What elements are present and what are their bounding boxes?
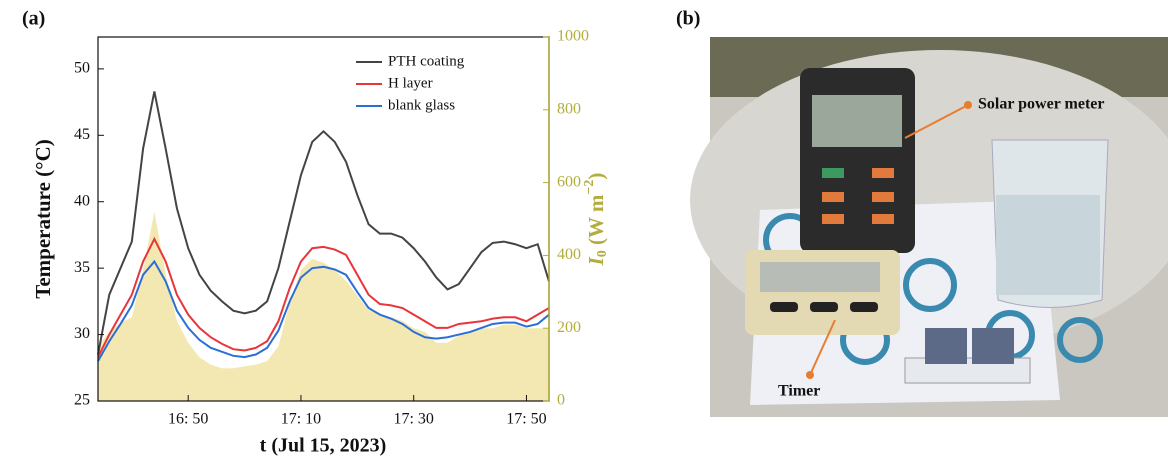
y-axis-label: Temperature (°C) — [31, 139, 55, 298]
y2-axis-label: I0 (W m−2) — [582, 173, 610, 267]
y2-tick-label: 600 — [557, 173, 581, 190]
y2-tick-label: 0 — [557, 392, 565, 409]
photo-meter-button — [822, 192, 844, 202]
photo-timer-button — [850, 302, 878, 312]
y2-label-end: ) — [584, 173, 608, 180]
photo-meter-button — [872, 168, 894, 178]
legend-label: blank glass — [388, 97, 455, 113]
y-tick-label: 30 — [74, 325, 90, 342]
photo-timer-screen — [760, 262, 880, 292]
photo-meter-button — [822, 214, 844, 224]
photo-timer-button — [770, 302, 798, 312]
y-tick-label: 40 — [74, 192, 90, 209]
x-tick-label: 17: 30 — [393, 411, 433, 428]
photo: Solar power meter Timer — [690, 37, 1168, 417]
legend-label: H layer — [388, 75, 433, 91]
x-axis-label: t (Jul 15, 2023) — [260, 435, 387, 457]
annotation-dot — [964, 101, 972, 109]
irradiance-area — [98, 212, 549, 401]
x-tick-label: 17: 50 — [506, 411, 546, 428]
y2-label-text: (W m — [584, 194, 608, 250]
photo-meter-screen — [812, 95, 902, 147]
y2-tick-label: 1000 — [557, 28, 589, 45]
y2-label-sup: −2 — [582, 180, 597, 195]
x-tick-label: 16: 50 — [168, 411, 208, 428]
panel-label: (a) — [22, 8, 45, 30]
photo-meter-button — [872, 192, 894, 202]
photo-timer-button — [810, 302, 838, 312]
y2-tick-label: 800 — [557, 100, 581, 117]
photo-meter-button — [822, 168, 844, 178]
photo-sample — [972, 328, 1014, 364]
y-tick-label: 45 — [74, 126, 90, 143]
y2-tick-label: 400 — [557, 246, 581, 263]
photo-annotation: Solar power meter — [978, 96, 1104, 113]
panel-label: (b) — [676, 8, 700, 30]
x-tick-label: 17: 10 — [281, 411, 321, 428]
photo-annotation: Timer — [778, 383, 820, 400]
y-tick-label: 35 — [74, 259, 90, 276]
photo-sample — [925, 328, 967, 364]
y2-label-sub: 0 — [595, 250, 610, 257]
y-tick-label: 25 — [74, 392, 90, 409]
annotation-dot — [806, 371, 814, 379]
figure: (a) (b) t (Jul 15, 2023) Temperature (°C… — [0, 0, 1168, 461]
photo-water — [996, 195, 1100, 295]
y2-tick-label: 200 — [557, 319, 581, 336]
photo-meter-button — [872, 214, 894, 224]
y-tick-label: 50 — [74, 60, 90, 77]
legend-label: PTH coating — [388, 53, 465, 69]
